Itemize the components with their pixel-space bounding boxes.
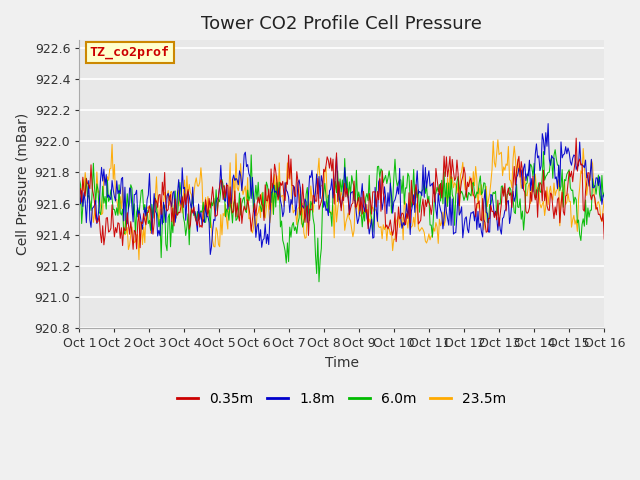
- 1.8m: [134, 214, 141, 220]
- 0.35m: [164, 206, 172, 212]
- 23.5m: [580, 164, 588, 170]
- Legend: 0.35m, 1.8m, 6.0m, 23.5m: 0.35m, 1.8m, 6.0m, 23.5m: [172, 387, 512, 412]
- 1.8m: [544, 120, 552, 126]
- 0.35m: [572, 135, 580, 141]
- 23.5m: [134, 232, 141, 238]
- 6.0m: [76, 176, 83, 182]
- 6.0m: [595, 172, 602, 178]
- 0.35m: [600, 236, 608, 242]
- 6.0m: [600, 190, 608, 195]
- 23.5m: [164, 188, 172, 193]
- 6.0m: [134, 205, 141, 211]
- 6.0m: [163, 248, 171, 253]
- 0.35m: [129, 246, 137, 252]
- 23.5m: [600, 197, 608, 203]
- 23.5m: [494, 137, 502, 143]
- Line: 23.5m: 23.5m: [79, 140, 604, 260]
- 1.8m: [580, 165, 588, 170]
- 1.8m: [163, 193, 171, 199]
- 1.8m: [595, 183, 602, 189]
- Line: 6.0m: 6.0m: [79, 150, 604, 282]
- 0.35m: [372, 204, 380, 210]
- 23.5m: [135, 257, 143, 263]
- Y-axis label: Cell Pressure (mBar): Cell Pressure (mBar): [15, 113, 29, 255]
- 0.35m: [135, 211, 143, 216]
- 23.5m: [456, 172, 464, 178]
- 1.8m: [372, 207, 380, 213]
- X-axis label: Time: Time: [324, 356, 359, 370]
- 1.8m: [76, 191, 83, 197]
- 1.8m: [600, 192, 608, 197]
- 1.8m: [456, 209, 464, 215]
- Line: 0.35m: 0.35m: [79, 138, 604, 249]
- 23.5m: [595, 199, 602, 204]
- 6.0m: [372, 187, 380, 192]
- Title: Tower CO2 Profile Cell Pressure: Tower CO2 Profile Cell Pressure: [202, 15, 482, 33]
- 0.35m: [76, 193, 83, 199]
- 0.35m: [595, 212, 602, 217]
- Line: 1.8m: 1.8m: [79, 123, 604, 254]
- 23.5m: [76, 194, 83, 200]
- 0.35m: [456, 187, 464, 192]
- 0.35m: [580, 208, 588, 214]
- Text: TZ_co2prof: TZ_co2prof: [90, 46, 170, 59]
- 6.0m: [580, 223, 588, 229]
- 6.0m: [315, 279, 323, 285]
- 6.0m: [456, 191, 464, 197]
- 6.0m: [551, 147, 559, 153]
- 23.5m: [372, 208, 380, 214]
- 1.8m: [207, 252, 214, 257]
